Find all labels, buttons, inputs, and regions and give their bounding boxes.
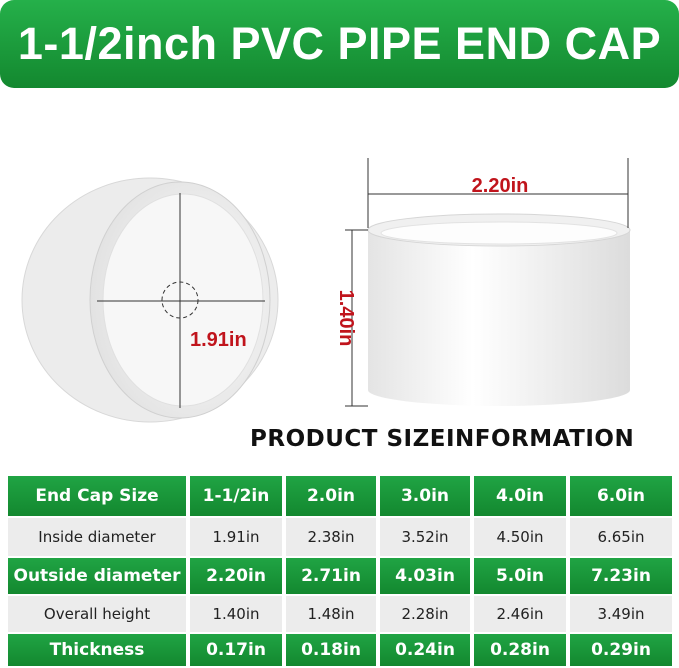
- title-banner: 1-1/2inch PVC PIPE END CAP: [0, 0, 679, 88]
- table-cell: 6.65in: [570, 518, 672, 556]
- table-cell: 0.17in: [190, 634, 282, 666]
- table-cell: 7.23in: [570, 558, 672, 594]
- inside-diameter-label: 1.91in: [190, 329, 247, 351]
- row-header-cell: End Cap Size: [8, 476, 186, 516]
- table-cell: 2.28in: [380, 596, 470, 632]
- width-label: 2.20in: [472, 175, 529, 197]
- product-illustration: 1.91in 2.20in 1.40in: [21, 158, 631, 423]
- table-cell: 1.48in: [286, 596, 376, 632]
- table-cell: 4.50in: [474, 518, 566, 556]
- table-cell: 0.28in: [474, 634, 566, 666]
- height-label: 1.40in: [335, 290, 357, 347]
- table-cell: 2.71in: [286, 558, 376, 594]
- row-header-cell: Overall height: [8, 596, 186, 632]
- table-cell: 5.0in: [474, 558, 566, 594]
- table-cell: 1-1/2in: [190, 476, 282, 516]
- table-cell: 1.91in: [190, 518, 282, 556]
- table-cell: 3.0in: [380, 476, 470, 516]
- section-title: PRODUCT SIZEINFORMATION: [250, 426, 635, 452]
- row-header-cell: Outside diameter: [8, 558, 186, 594]
- table-cell: 4.03in: [380, 558, 470, 594]
- table-cell: 1.40in: [190, 596, 282, 632]
- table-cell: 2.46in: [474, 596, 566, 632]
- table-cell: 0.18in: [286, 634, 376, 666]
- table-cell: 6.0in: [570, 476, 672, 516]
- table-cell: 0.29in: [570, 634, 672, 666]
- table-cell: 0.24in: [380, 634, 470, 666]
- table-cell: 4.0in: [474, 476, 566, 516]
- table-cell: 2.0in: [286, 476, 376, 516]
- row-header-cell: Inside diameter: [8, 518, 186, 556]
- table-cell: 2.20in: [190, 558, 282, 594]
- table-cell: 3.52in: [380, 518, 470, 556]
- table-cell: 2.38in: [286, 518, 376, 556]
- table-cell: 3.49in: [570, 596, 672, 632]
- row-header-cell: Thickness: [8, 634, 186, 666]
